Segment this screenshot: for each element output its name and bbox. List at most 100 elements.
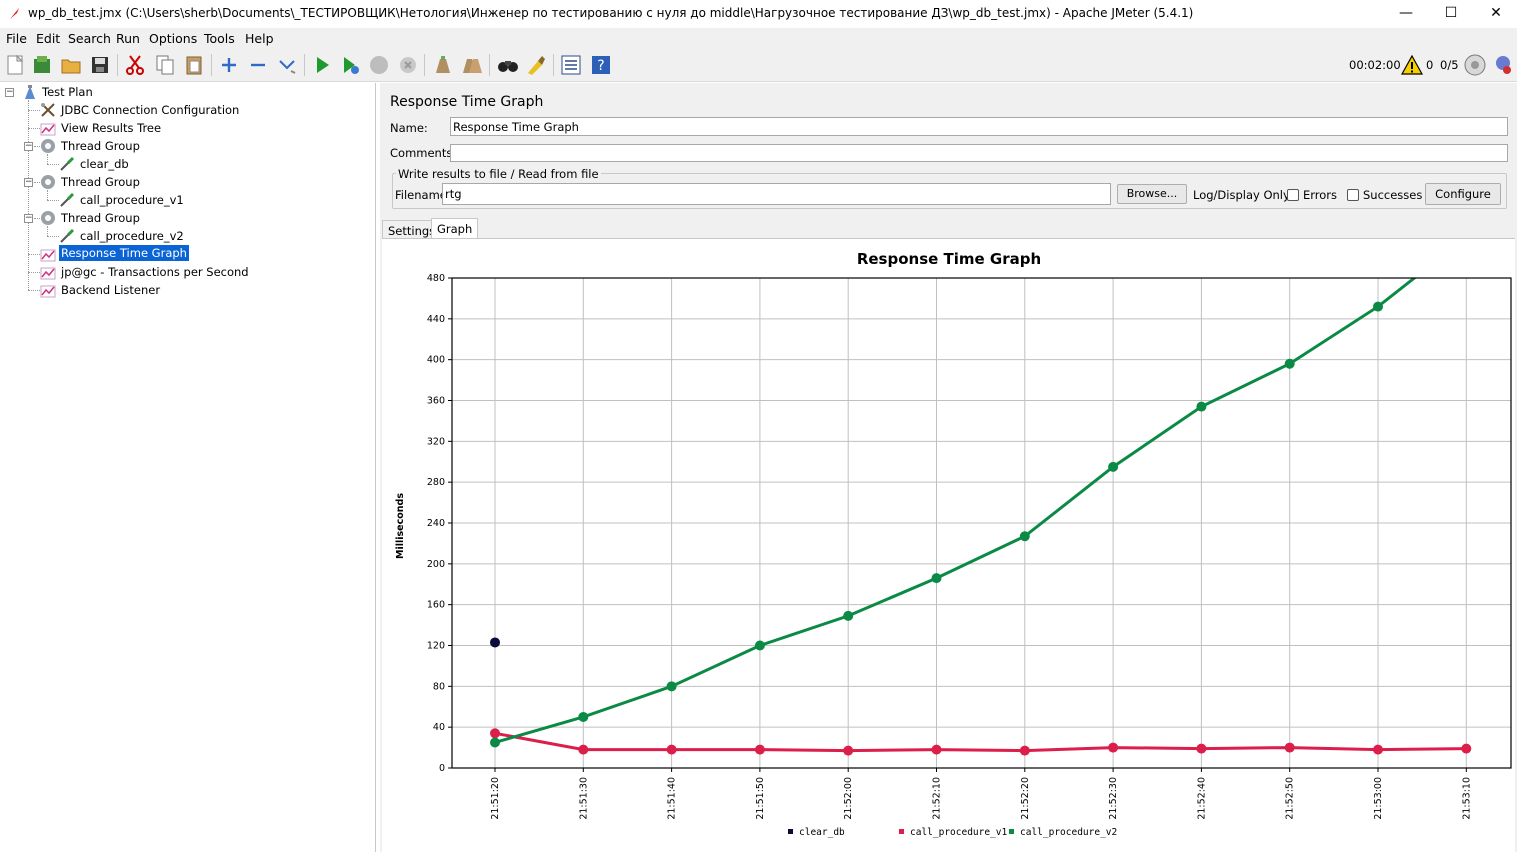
tree-item-label: Thread Group [61, 139, 140, 153]
paste-icon[interactable] [182, 53, 206, 77]
y-tick-label: 320 [427, 436, 445, 447]
warning-icon[interactable] [1401, 54, 1423, 76]
cut-icon[interactable] [123, 53, 147, 77]
menu-file[interactable]: File [6, 31, 27, 46]
maximize-button[interactable]: ☐ [1444, 5, 1458, 21]
legend-swatch [899, 829, 904, 834]
search-icon[interactable] [496, 53, 520, 77]
series-call_procedure_v2 [490, 278, 1417, 748]
x-tick-label: 21:52:30 [1108, 777, 1119, 820]
x-tick-label: 21:51:30 [578, 777, 589, 820]
collapse-all-icon[interactable] [246, 53, 270, 77]
menu-tools[interactable]: Tools [204, 31, 235, 46]
comments-label: Comments: [390, 146, 457, 160]
plot-area-border [451, 277, 1512, 769]
menu-run[interactable]: Run [116, 31, 140, 46]
x-tick-label: 21:52:10 [932, 777, 943, 820]
menu-edit[interactable]: Edit [36, 31, 61, 46]
browse-button[interactable]: Browse... [1117, 184, 1187, 204]
tree-item-label: clear_db [80, 157, 129, 171]
y-tick-label: 40 [433, 722, 445, 733]
stop-icon[interactable] [367, 53, 391, 77]
successes-checkbox[interactable] [1347, 189, 1359, 201]
help-icon[interactable]: ? [589, 53, 613, 77]
data-point [1108, 742, 1119, 753]
thread-group-2-collapse-toggle[interactable]: − [24, 177, 33, 187]
data-point [666, 681, 677, 692]
start-icon[interactable] [310, 53, 334, 77]
x-tick-label: 21:52:20 [1020, 777, 1031, 820]
tree-item-label: JDBC Connection Configuration [61, 103, 240, 117]
tab-settings[interactable]: Settings [382, 220, 442, 239]
filename-label: Filename [395, 188, 447, 202]
toolbar: ? 00:02:00 0 0/5 [0, 48, 1517, 82]
name-input[interactable]: Response Time Graph [450, 117, 1508, 136]
tab-graph[interactable]: Graph [431, 218, 479, 239]
errors-checkbox[interactable] [1287, 189, 1299, 201]
x-tick-label: 21:52:40 [1196, 777, 1207, 820]
chart-title: Response Time Graph [857, 250, 1041, 268]
data-point [1196, 401, 1207, 412]
new-icon[interactable] [3, 53, 27, 77]
templates-icon[interactable] [30, 53, 54, 77]
successes-label: Successes [1363, 188, 1423, 202]
open-icon[interactable] [59, 53, 83, 77]
thread-group-1-collapse-toggle[interactable]: − [24, 141, 33, 151]
toggle-icon[interactable] [275, 53, 299, 77]
running-status-icon [1464, 54, 1486, 76]
sampler-icon [60, 192, 75, 207]
menu-bar: File Edit Search Run Options Tools Help [0, 28, 1517, 48]
data-point [754, 744, 765, 755]
errors-label: Errors [1303, 188, 1338, 202]
sampler-icon [60, 228, 75, 243]
legend-label: clear_db [799, 827, 845, 838]
data-point [1373, 301, 1383, 312]
comments-input[interactable] [450, 144, 1508, 162]
test-plan-icon [25, 85, 35, 99]
test-plan-collapse-toggle[interactable]: − [5, 87, 14, 97]
thread-group-icon [41, 211, 55, 225]
listener-icon [40, 285, 56, 298]
series-line [494, 731, 1467, 753]
menu-help[interactable]: Help [245, 31, 274, 46]
close-button[interactable]: ✕ [1490, 5, 1502, 21]
elapsed-timer: 00:02:00 [1349, 58, 1401, 72]
legend-swatch [788, 829, 793, 834]
chart-svg: Response Time Graph Milliseconds 0 40 80 12… [395, 250, 1512, 838]
shutdown-icon[interactable] [396, 53, 420, 77]
listener-icon [40, 267, 56, 280]
tree-item-label: call_procedure_v1 [80, 193, 184, 207]
y-tick-label: 120 [427, 641, 445, 652]
configure-button[interactable]: Configure [1425, 183, 1501, 205]
save-icon[interactable] [88, 53, 112, 77]
copy-icon[interactable] [153, 53, 177, 77]
clear-all-icon[interactable] [460, 53, 484, 77]
data-point [578, 711, 589, 722]
response-time-graph: Response Time Graph Milliseconds 0 40 80 12… [382, 238, 1515, 852]
y-tick-label: 440 [427, 314, 445, 325]
minimize-button[interactable]: — [1399, 5, 1413, 21]
y-tick-label: 200 [427, 559, 445, 570]
start-no-pauses-icon[interactable] [338, 53, 362, 77]
title-bar: wp_db_test.jmx (C:\Users\sherb\Documents… [0, 0, 1517, 27]
remote-icon[interactable] [1492, 53, 1514, 77]
function-helper-icon[interactable] [559, 53, 583, 77]
expand-all-icon[interactable] [217, 53, 241, 77]
thread-group-icon [41, 139, 55, 153]
listener-icon [40, 123, 56, 136]
name-label: Name: [390, 121, 428, 135]
y-axis-label: Milliseconds [395, 493, 406, 559]
filename-input[interactable]: rtg [442, 183, 1111, 205]
tree-item-label: Test Plan [42, 85, 93, 99]
data-point [931, 573, 942, 584]
clear-icon[interactable] [431, 53, 455, 77]
y-tick-label: 400 [427, 355, 445, 366]
jmeter-feather-icon [10, 8, 19, 19]
menu-options[interactable]: Options [149, 31, 198, 46]
thread-group-3-collapse-toggle[interactable]: − [24, 213, 33, 223]
data-point [1461, 743, 1472, 754]
data-point [843, 610, 854, 621]
reset-search-icon[interactable] [524, 53, 548, 77]
y-tick-label: 360 [427, 396, 445, 407]
menu-search[interactable]: Search [68, 31, 111, 46]
